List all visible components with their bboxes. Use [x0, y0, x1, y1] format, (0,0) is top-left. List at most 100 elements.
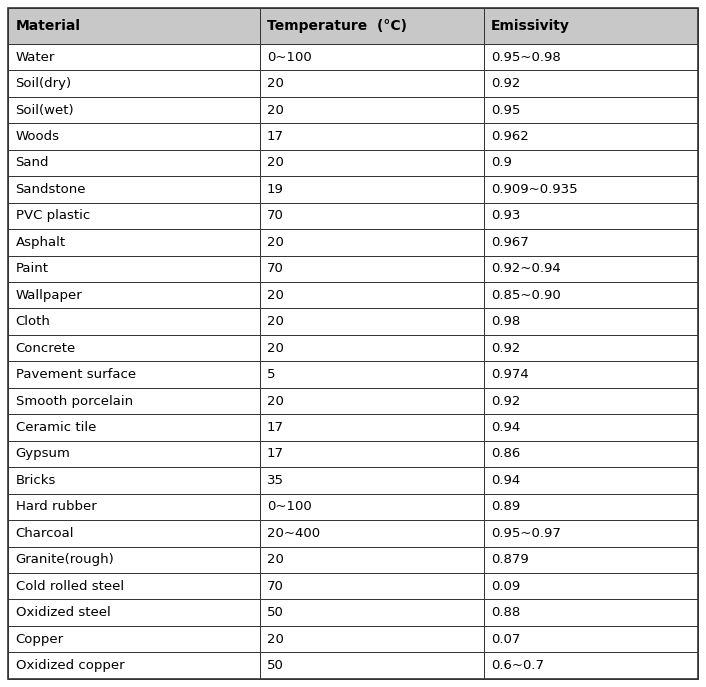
Text: Oxidized steel: Oxidized steel: [16, 606, 110, 619]
Bar: [8, 335, 260, 361]
Text: 0.95~0.97: 0.95~0.97: [491, 527, 561, 540]
Bar: [484, 97, 698, 123]
Text: 0.85~0.90: 0.85~0.90: [491, 289, 561, 302]
Text: 50: 50: [267, 606, 284, 619]
Text: Copper: Copper: [16, 633, 64, 646]
Bar: [8, 573, 260, 599]
Bar: [8, 626, 260, 652]
Bar: [260, 123, 484, 150]
Bar: [484, 440, 698, 467]
Text: 0.6~0.7: 0.6~0.7: [491, 659, 544, 672]
Text: 20: 20: [267, 315, 284, 328]
Text: Sand: Sand: [16, 157, 49, 170]
Bar: [484, 599, 698, 626]
Text: Gypsum: Gypsum: [16, 447, 71, 460]
Text: 0.88: 0.88: [491, 606, 520, 619]
Bar: [8, 282, 260, 308]
Text: 0.92: 0.92: [491, 341, 520, 354]
Bar: [484, 282, 698, 308]
Text: 0.07: 0.07: [491, 633, 520, 646]
Bar: [484, 123, 698, 150]
Bar: [484, 150, 698, 176]
Text: Pavement surface: Pavement surface: [16, 368, 136, 381]
Bar: [260, 493, 484, 520]
Text: Wallpaper: Wallpaper: [16, 289, 83, 302]
Text: 20: 20: [267, 77, 284, 90]
Bar: [260, 652, 484, 679]
Text: 35: 35: [267, 474, 284, 487]
Bar: [8, 652, 260, 679]
Bar: [8, 229, 260, 256]
Bar: [484, 546, 698, 573]
Text: 20: 20: [267, 553, 284, 566]
Bar: [260, 599, 484, 626]
Text: Soil(dry): Soil(dry): [16, 77, 71, 90]
Text: Ceramic tile: Ceramic tile: [16, 421, 96, 434]
Bar: [484, 335, 698, 361]
Bar: [260, 387, 484, 414]
Bar: [260, 546, 484, 573]
Text: 0.94: 0.94: [491, 474, 520, 487]
Bar: [484, 203, 698, 229]
Bar: [8, 361, 260, 387]
Bar: [8, 467, 260, 493]
Text: 20: 20: [267, 104, 284, 117]
Bar: [484, 467, 698, 493]
Bar: [8, 440, 260, 467]
Bar: [8, 308, 260, 335]
Text: Cloth: Cloth: [16, 315, 50, 328]
Text: 5: 5: [267, 368, 275, 381]
Bar: [484, 176, 698, 203]
Bar: [484, 573, 698, 599]
Text: Cold rolled steel: Cold rolled steel: [16, 580, 124, 593]
Text: Sandstone: Sandstone: [16, 183, 86, 196]
Text: PVC plastic: PVC plastic: [16, 210, 90, 223]
Bar: [260, 256, 484, 282]
Text: 0.9: 0.9: [491, 157, 512, 170]
Text: 0.93: 0.93: [491, 210, 520, 223]
Text: Oxidized copper: Oxidized copper: [16, 659, 124, 672]
Bar: [260, 308, 484, 335]
Bar: [260, 150, 484, 176]
Text: 17: 17: [267, 447, 284, 460]
Text: 0.909~0.935: 0.909~0.935: [491, 183, 578, 196]
Bar: [260, 8, 484, 44]
Text: 0.89: 0.89: [491, 500, 520, 513]
Text: 20: 20: [267, 633, 284, 646]
Bar: [260, 97, 484, 123]
Bar: [484, 626, 698, 652]
Text: 0.92: 0.92: [491, 77, 520, 90]
Text: 0.94: 0.94: [491, 421, 520, 434]
Text: 0.974: 0.974: [491, 368, 529, 381]
Bar: [484, 387, 698, 414]
Text: 0.95~0.98: 0.95~0.98: [491, 51, 561, 64]
Bar: [260, 573, 484, 599]
Bar: [260, 440, 484, 467]
Bar: [8, 150, 260, 176]
Text: 0.09: 0.09: [491, 580, 520, 593]
Bar: [8, 414, 260, 440]
Text: Charcoal: Charcoal: [16, 527, 74, 540]
Bar: [484, 414, 698, 440]
Bar: [260, 176, 484, 203]
Text: 0.98: 0.98: [491, 315, 520, 328]
Bar: [260, 203, 484, 229]
Bar: [260, 229, 484, 256]
Bar: [8, 176, 260, 203]
Text: Water: Water: [16, 51, 55, 64]
Bar: [8, 256, 260, 282]
Bar: [8, 70, 260, 97]
Bar: [260, 70, 484, 97]
Bar: [8, 493, 260, 520]
Text: 20: 20: [267, 157, 284, 170]
Bar: [260, 282, 484, 308]
Text: 0.92~0.94: 0.92~0.94: [491, 262, 561, 275]
Text: Paint: Paint: [16, 262, 49, 275]
Text: 19: 19: [267, 183, 284, 196]
Text: 0.879: 0.879: [491, 553, 529, 566]
Text: 20~400: 20~400: [267, 527, 320, 540]
Bar: [484, 8, 698, 44]
Text: 0~100: 0~100: [267, 500, 312, 513]
Bar: [484, 70, 698, 97]
Bar: [8, 97, 260, 123]
